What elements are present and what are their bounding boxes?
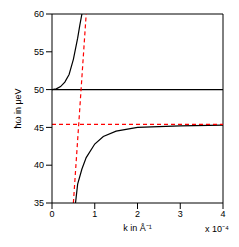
svg-text:50: 50 — [34, 85, 44, 95]
svg-text:60: 60 — [34, 9, 44, 19]
svg-text:40: 40 — [34, 160, 44, 170]
svg-text:4: 4 — [220, 209, 225, 219]
svg-text:2: 2 — [135, 209, 140, 219]
html-text:x 10⁻⁴: x 10⁻⁴ — [205, 224, 229, 234]
svg-text:45: 45 — [34, 123, 44, 133]
svg-text:1: 1 — [92, 209, 97, 219]
svg-text:0: 0 — [49, 209, 54, 219]
svg-text:35: 35 — [34, 198, 44, 208]
svg-text:k in Å⁻¹: k in Å⁻¹ — [123, 223, 152, 233]
svg-text:ħω in μeV: ħω in μeV — [13, 88, 23, 128]
svg-text:3: 3 — [178, 209, 183, 219]
svg-text:55: 55 — [34, 47, 44, 57]
